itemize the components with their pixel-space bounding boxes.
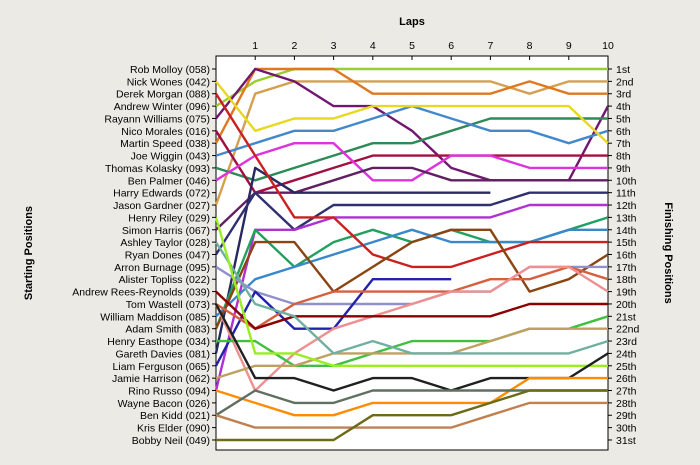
- finishing-position-label: 22nd: [616, 324, 640, 336]
- lap-tick-label: 8: [527, 40, 533, 52]
- lap-tick-label: 10: [602, 40, 614, 52]
- starting-position-label: Thomas Kolasky (093): [105, 163, 210, 175]
- starting-position-label: Kris Elder (090): [137, 423, 210, 435]
- driver-position-line: [214, 80, 608, 206]
- lap-tick-label: 7: [487, 40, 493, 52]
- driver-position-line: [215, 117, 608, 182]
- lap-tick-label: 1: [252, 40, 258, 52]
- driver-position-line: [215, 228, 608, 318]
- finishing-position-label: 26th: [616, 373, 637, 385]
- starting-position-label: Derek Morgan (088): [116, 89, 210, 101]
- driver-position-line: [214, 191, 608, 256]
- starting-position-label: Bobby Neil (049): [132, 435, 210, 447]
- starting-position-label: Andrew Winter (096): [114, 101, 210, 113]
- starting-position-label: Tom Wastell (073): [126, 299, 210, 311]
- driver-position-line: [215, 80, 609, 145]
- lap-tick-label: 2: [291, 40, 297, 52]
- starting-position-label: Harry Edwards (072): [113, 188, 210, 200]
- starting-position-label: Ryan Dones (047): [125, 249, 210, 261]
- starting-position-label: Arron Burnage (095): [114, 262, 210, 274]
- starting-position-label: Jason Gardner (027): [113, 200, 210, 212]
- finishing-position-label: 7th: [616, 138, 631, 150]
- driver-position-line: [214, 241, 609, 355]
- driver-position-line: [215, 142, 608, 182]
- lap-tick-label: 9: [566, 40, 572, 52]
- finishing-position-label: 5th: [616, 113, 631, 125]
- finishing-position-label: 31st: [616, 435, 636, 447]
- finishing-position-label: 25th: [616, 361, 637, 373]
- finishing-position-label: 19th: [616, 287, 637, 299]
- lap-tick-label: 3: [331, 40, 337, 52]
- driver-position-line: [216, 389, 608, 442]
- finishing-position-label: 18th: [616, 274, 637, 286]
- driver-position-line: [215, 376, 608, 417]
- lap-tick-label: 5: [409, 40, 415, 52]
- finishing-position-label: 13th: [616, 212, 637, 224]
- finishing-position-label: 10th: [616, 175, 637, 187]
- finishing-position-label: 12th: [616, 200, 637, 212]
- finishing-position-label: 29th: [616, 410, 637, 422]
- driver-position-line: [215, 401, 608, 429]
- finishing-position-label: 30th: [616, 423, 637, 435]
- x-axis-title: Laps: [399, 16, 425, 28]
- driver-position-line: [214, 217, 608, 367]
- finishing-position-label: 8th: [616, 151, 631, 163]
- finishing-position-label: 1st: [616, 64, 630, 76]
- starting-position-label: Ben Palmer (046): [128, 175, 210, 187]
- right-axis-title: Finishing Positions: [662, 202, 674, 303]
- driver-position-line: [214, 67, 608, 144]
- starting-position-label: Simon Harris (067): [122, 225, 210, 237]
- driver-position-line: [214, 93, 608, 269]
- finishing-position-label: 2nd: [616, 76, 634, 88]
- starting-position-label: Wayne Bacon (026): [118, 398, 210, 410]
- left-axis-title: Starting Positions: [23, 206, 35, 300]
- finishing-position-label: 4th: [616, 101, 631, 113]
- starting-position-label: Liam Ferguson (065): [113, 361, 210, 373]
- starting-position-label: Jamie Harrison (062): [112, 373, 210, 385]
- lap-tick-label: 6: [448, 40, 454, 52]
- finishing-position-label: 16th: [616, 249, 637, 261]
- starting-position-label: Martin Speed (038): [120, 138, 210, 150]
- starting-position-label: Rino Russo (094): [128, 386, 210, 398]
- finishing-position-label: 21st: [616, 311, 636, 323]
- starting-position-label: Rob Molloy (058): [130, 64, 210, 76]
- driver-position-line: [214, 166, 491, 354]
- finishing-position-label: 27th: [616, 386, 637, 398]
- starting-position-label: Alister Topliss (022): [119, 274, 210, 286]
- lap-tick-label: 4: [370, 40, 376, 52]
- starting-position-label: William Maddison (085): [100, 311, 210, 323]
- driver-position-line: [215, 166, 608, 231]
- finishing-position-label: 20th: [616, 299, 637, 311]
- finishing-position-label: 24th: [616, 348, 637, 360]
- finishing-position-label: 15th: [616, 237, 637, 249]
- starting-position-label: Joe Wiggin (043): [131, 151, 210, 163]
- finishing-position-label: 14th: [616, 225, 637, 237]
- finishing-position-label: 9th: [616, 163, 631, 175]
- starting-position-label: Andrew Rees-Reynolds (039): [72, 287, 210, 299]
- starting-position-label: Gareth Davies (081): [115, 348, 210, 360]
- driver-position-line: [215, 67, 608, 108]
- starting-position-label: Ben Kidd (021): [140, 410, 210, 422]
- starting-position-label: Henry Riley (029): [128, 212, 210, 224]
- driver-position-line: [214, 203, 608, 391]
- finishing-position-label: 17th: [616, 262, 637, 274]
- finishing-position-label: 28th: [616, 398, 637, 410]
- starting-position-label: Nick Wones (042): [127, 76, 210, 88]
- finishing-position-label: 23rd: [616, 336, 637, 348]
- starting-position-label: Henry Easthope (034): [107, 336, 210, 348]
- starting-position-label: Adam Smith (083): [125, 324, 210, 336]
- starting-position-label: Nico Morales (016): [121, 126, 210, 138]
- finishing-position-label: 6th: [616, 126, 631, 138]
- driver-position-line: [214, 228, 609, 330]
- starting-position-label: Ashley Taylor (028): [120, 237, 210, 249]
- starting-position-label: Rayann Williams (075): [104, 113, 210, 125]
- finishing-position-label: 3rd: [616, 89, 631, 101]
- driver-position-line: [215, 290, 608, 330]
- finishing-position-label: 11th: [616, 188, 636, 200]
